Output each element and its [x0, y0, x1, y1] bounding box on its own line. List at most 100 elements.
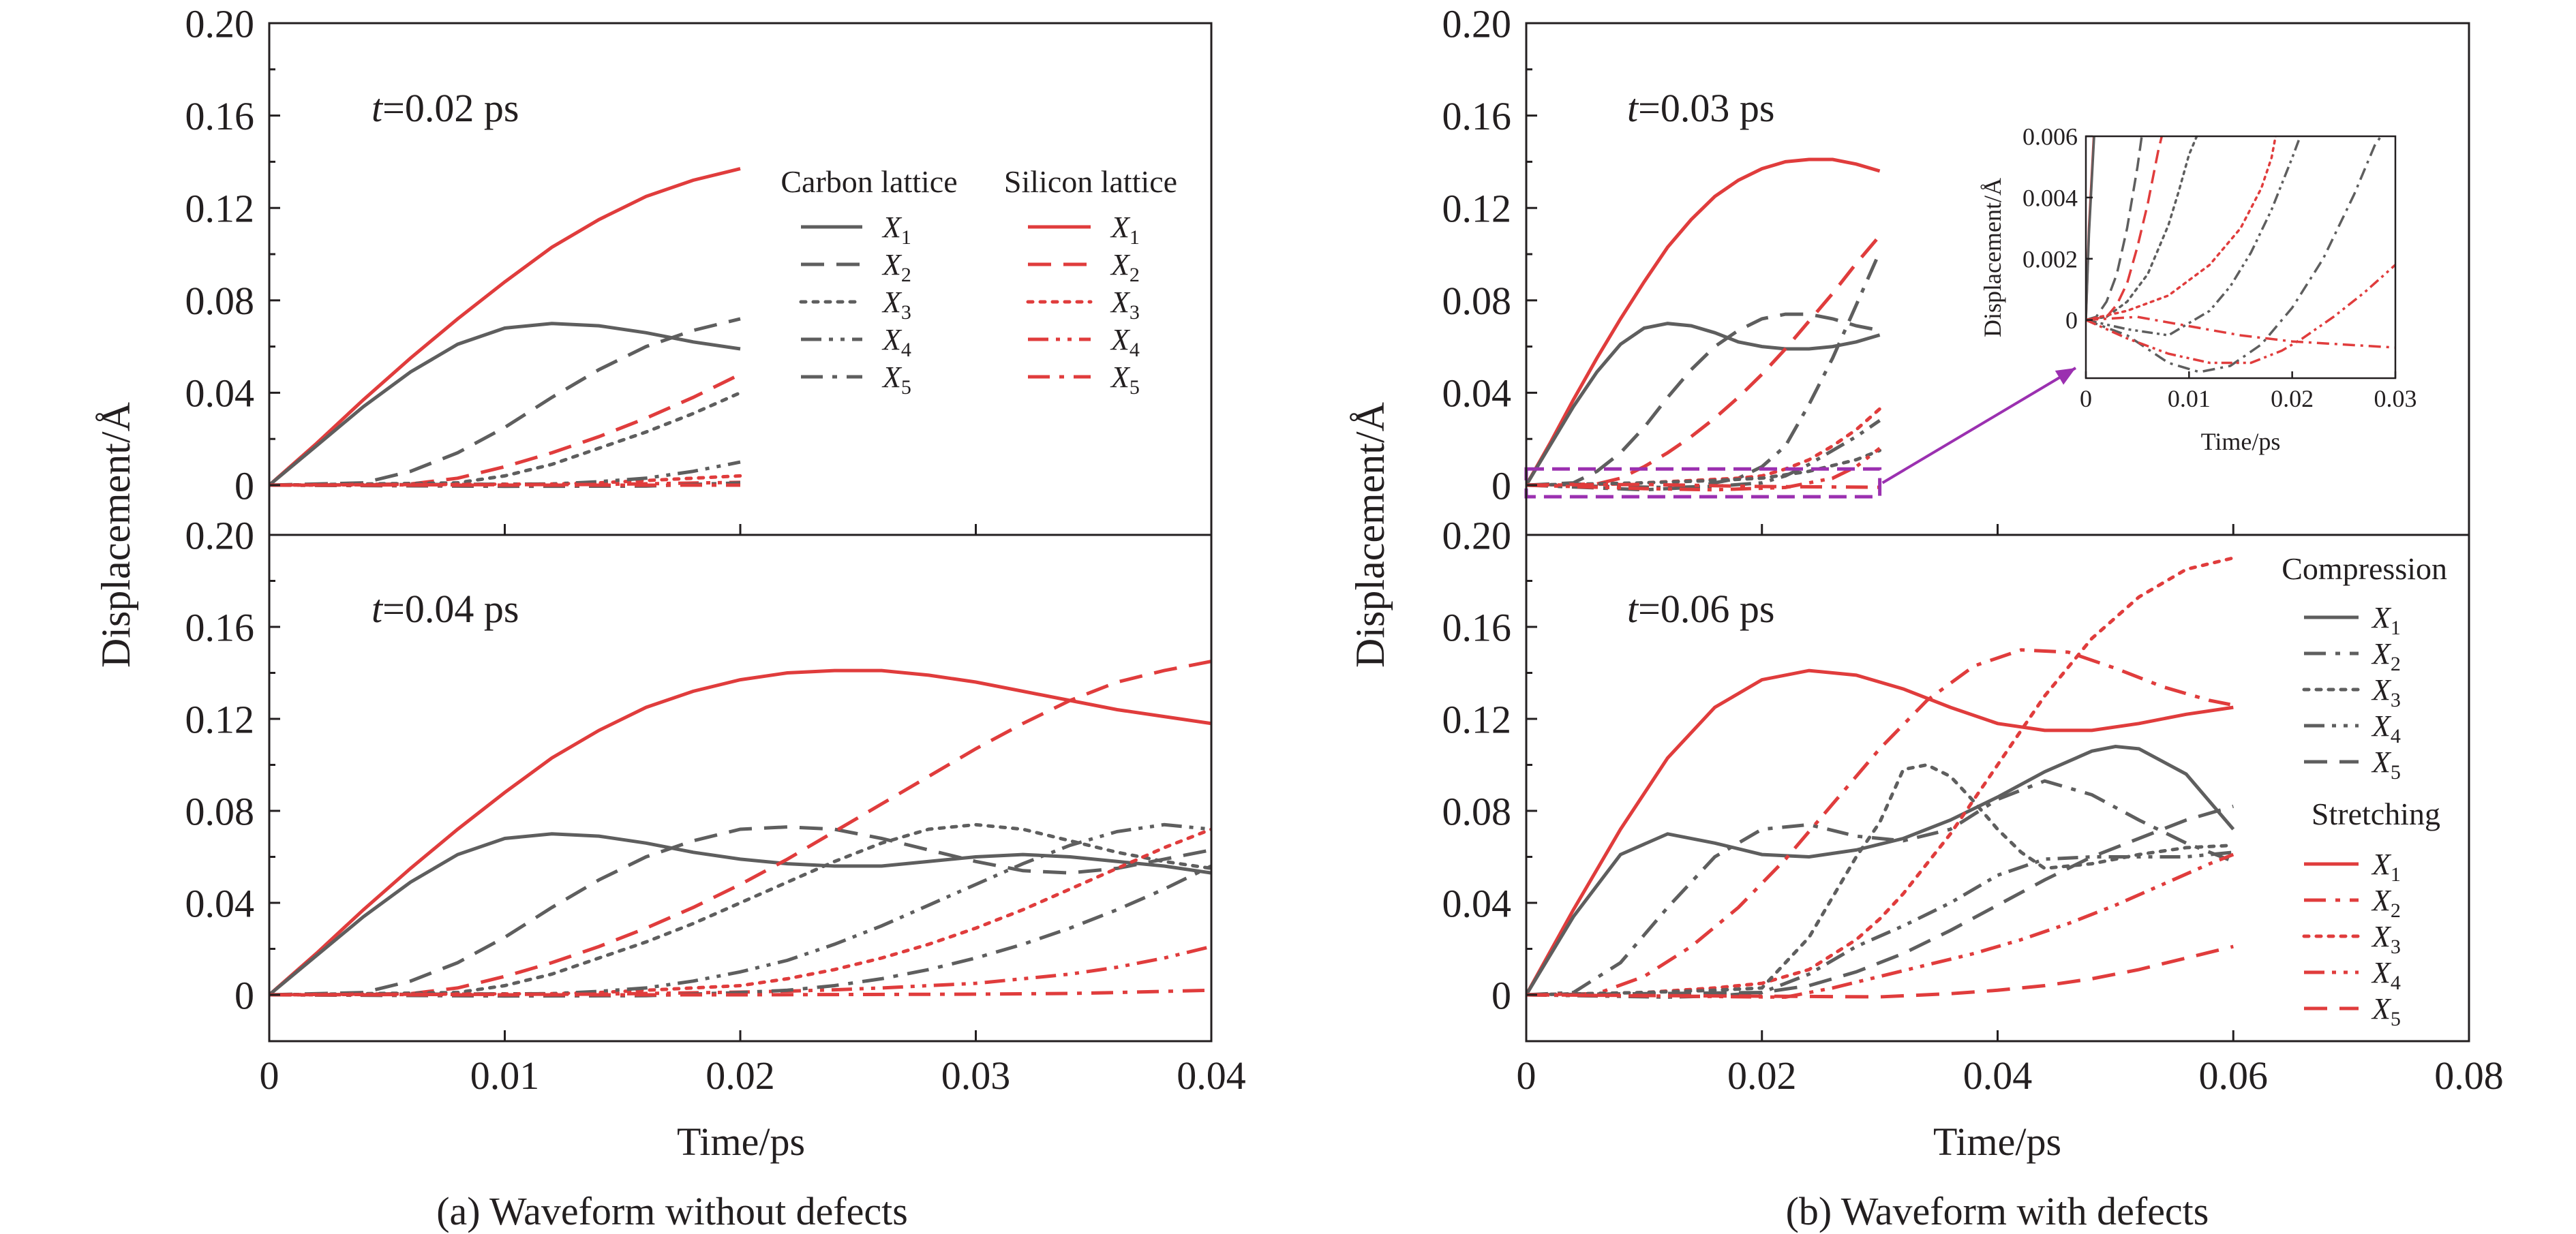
chart-b-top-zoom-box	[1524, 467, 1882, 499]
a-top-legend-label-sub: 2	[901, 264, 911, 286]
chart-a-xlabel: Time/ps	[677, 1120, 805, 1164]
a-top-legend-label-1-1: X2	[1110, 248, 1140, 286]
a-top-ytick-label-4: 0.16	[185, 94, 255, 138]
a-top-legend-label-sub: 4	[901, 339, 911, 361]
b-bot-legend-label-sub: 2	[2391, 899, 2401, 922]
b-bot-legend-label-1-0: X1	[2371, 848, 2401, 886]
b-bot-series-3	[1526, 779, 2234, 997]
b-bot-ytick-label-3: 0.12	[1442, 697, 1512, 741]
b-bot-legend-label-letter: X	[2371, 601, 2392, 634]
a-top-legend-label-1-2: X3	[1110, 286, 1140, 324]
b-bot-xtick-label-1: 0.02	[1727, 1053, 1797, 1098]
a-top-series-4	[269, 373, 742, 487]
b-top-series-8	[1526, 448, 1882, 487]
a-bot-ytick-label-5: 0.20	[185, 513, 255, 557]
a-top-legend-label-1-3: X4	[1110, 323, 1140, 361]
chart-a-bottom-series-layer	[269, 660, 1211, 998]
b-top-series-5	[1526, 251, 1881, 492]
b-bot-xtick-label-3: 0.06	[2199, 1053, 2269, 1098]
a-bot-series-3	[269, 825, 1211, 997]
b-bot-ytick-label-0: 0	[1491, 973, 1511, 1017]
b-top-series-9	[1526, 446, 1881, 492]
b-inset-series-7	[2086, 136, 2302, 337]
chart-a-top-annotation-t: t	[372, 86, 384, 130]
b-bot-xtick-label-4: 0.08	[2434, 1053, 2504, 1098]
b-bot-legend-label-sub: 4	[2391, 972, 2401, 994]
b-bot-legend-label-0-3: X4	[2371, 709, 2401, 747]
b-bot-legend-label-letter: X	[2371, 920, 2392, 953]
b-inset-series-10	[2086, 315, 2395, 349]
a-top-legend-label-sub: 3	[901, 301, 911, 324]
a-top-series-7	[269, 460, 741, 487]
a-top-legend-label-letter: X	[881, 248, 903, 281]
a-bot-series-10	[269, 988, 1211, 997]
b-bot-legend-label-0-2: X3	[2371, 673, 2401, 711]
a-top-legend-label-sub: 5	[901, 376, 911, 399]
chart-b-inset-xlabel: Time/ps	[2201, 428, 2281, 455]
b-bot-legend-label-letter: X	[2371, 745, 2392, 779]
a-bot-series-6	[269, 827, 1211, 997]
a-top-legend-title-0: Carbon lattice	[781, 164, 957, 199]
b-inset-xtick-label-3: 0.03	[2374, 385, 2417, 412]
a-bot-ytick-label-0: 0	[234, 973, 254, 1017]
a-top-series-2	[269, 322, 741, 487]
a-top-ytick-label-3: 0.12	[185, 187, 255, 231]
chart-a-top-annotation: t=0.02 ps	[372, 86, 519, 130]
a-bot-series-1	[269, 668, 1211, 996]
b-top-series-1	[1526, 157, 1881, 487]
b-top-ytick-label-5: 0.20	[1442, 1, 1512, 46]
a-bot-series-9	[269, 864, 1211, 998]
chart-b-bottom-legend: CompressionX1X2X3X4X5StretchingX1X2X3X4X…	[2282, 551, 2447, 1030]
chart-a-bottom-annotation: t=0.04 ps	[372, 587, 519, 631]
chart-b-top: t=0.03 ps 0 0.04 0.08 0.12 0.16 0.20	[1442, 1, 2470, 536]
b-bot-series-10	[1526, 944, 2234, 999]
caption-a: (a) Waveform without defects	[436, 1189, 908, 1233]
a-top-legend-label-sub: 3	[1130, 301, 1140, 324]
a-top-legend-label-1-0: X1	[1110, 211, 1140, 249]
b-bot-series-4	[1526, 648, 2234, 997]
b-inset-xtick-label-0: 0	[2080, 385, 2092, 412]
b-bot-series-9	[1526, 852, 2234, 999]
a-bot-series-8	[269, 944, 1211, 997]
chart-a-top: t=0.02 ps Carbon latticeX1X2X3X4X5Silico…	[185, 1, 1213, 536]
b-top-series-6	[1526, 407, 1882, 487]
b-bot-series-1	[1526, 668, 2234, 996]
chart-b-top-zoom-arrow	[1881, 367, 2077, 484]
b-top-ytick-label-3: 0.12	[1442, 187, 1512, 231]
b-bot-legend-label-sub: 5	[2391, 761, 2401, 784]
b-bot-legend-label-letter: X	[2371, 709, 2392, 743]
b-bot-legend-label-1-4: X5	[2371, 992, 2401, 1030]
a-top-legend-label-0-2: X3	[881, 286, 911, 324]
b-bot-series-8	[1526, 804, 2234, 997]
a-top-legend-title-1: Silicon lattice	[1004, 164, 1177, 199]
chart-b-inset-ylabel: Displacement/Å	[1979, 178, 2006, 337]
a-bot-xtick-label-4: 0.04	[1177, 1053, 1246, 1098]
chart-b-bottom-annotation-t: t	[1627, 587, 1639, 631]
chart-a-bottom-annotation-value: =0.04 ps	[382, 587, 519, 631]
a-top-ytick-label-0: 0	[234, 463, 254, 508]
chart-a-bottom-annotation-t: t	[372, 587, 384, 631]
b-bot-legend-label-letter: X	[2371, 848, 2392, 881]
chart-b-bottom-annotation-value: =0.06 ps	[1638, 587, 1774, 631]
b-inset-series-8	[2086, 136, 2382, 373]
b-bot-xtick-label-2: 0.04	[1963, 1053, 2033, 1098]
a-bot-ytick-label-2: 0.08	[185, 789, 255, 833]
b-inset-ytick-label-1: 0.002	[2022, 245, 2078, 273]
chart-b-bottom-annotation: t=0.06 ps	[1627, 587, 1774, 631]
chart-b-bottom-axes: 0 0.04 0.08 0.12 0.16 0.20 0 0.02 0.04 0.06 0.08	[1442, 513, 2504, 1098]
b-bot-ytick-label-2: 0.08	[1442, 789, 1512, 833]
a-top-legend-label-0-4: X5	[881, 360, 911, 399]
b-inset-ytick-label-0: 0	[2065, 307, 2078, 334]
chart-a-bottom-axes: 0 0.04 0.08 0.12 0.16 0.20 0 0.01 0.02 0.03 0.04	[185, 513, 1246, 1098]
a-bot-series-2	[269, 832, 1211, 996]
chart-b-top-annotation-t: t	[1627, 86, 1639, 130]
chart-b-inset-background	[2086, 136, 2395, 378]
panel-a: t=0.02 ps Carbon latticeX1X2X3X4X5Silico…	[93, 1, 1246, 1233]
chart-b-top-annotation: t=0.03 ps	[1627, 86, 1774, 130]
a-bot-xtick-label-1: 0.01	[470, 1053, 540, 1098]
panel-b: t=0.03 ps 00.040.080.120.160.20 00.0020.…	[1348, 1, 2504, 1233]
b-bot-legend-label-sub: 5	[2391, 1008, 2401, 1030]
b-bot-series-6	[1526, 762, 2235, 997]
a-bot-ytick-label-4: 0.16	[185, 605, 255, 649]
b-bot-legend-label-letter: X	[2371, 637, 2392, 670]
